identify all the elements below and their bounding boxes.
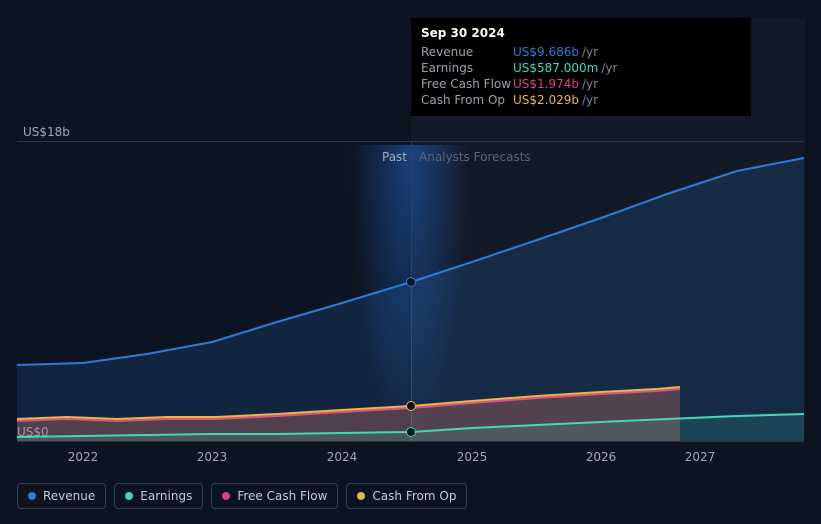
x-axis-tick-label: 2027 (685, 450, 716, 464)
tooltip-metric-unit: /yr (601, 61, 617, 75)
tooltip-row: EarningsUS$587.000m/yr (421, 60, 741, 76)
tooltip-metric-label: Free Cash Flow (421, 77, 513, 91)
series-area-revenue (17, 158, 804, 441)
legend-label: Earnings (140, 489, 192, 503)
legend-label: Free Cash Flow (237, 489, 327, 503)
legend-item-free_cash_flow[interactable]: Free Cash Flow (211, 483, 338, 509)
tooltip-metric-unit: /yr (582, 93, 598, 107)
x-axis-tick-label: 2025 (457, 450, 488, 464)
x-axis-tick-label: 2023 (197, 450, 228, 464)
tooltip-metric-label: Cash From Op (421, 93, 513, 107)
legend-item-revenue[interactable]: Revenue (17, 483, 106, 509)
legend-dot (125, 492, 133, 500)
legend-label: Cash From Op (372, 489, 456, 503)
chart-svg (17, 141, 804, 441)
tooltip-row: RevenueUS$9.686b/yr (421, 44, 741, 60)
tooltip-metric-value: US$2.029b (513, 93, 579, 107)
tooltip-metric-value: US$1.974b (513, 77, 579, 91)
tooltip-row: Cash From OpUS$2.029b/yr (421, 92, 741, 108)
legend-dot (357, 492, 365, 500)
tooltip-date: Sep 30 2024 (421, 26, 741, 40)
legend: Revenue Earnings Free Cash Flow Cash From O… (17, 483, 467, 509)
legend-dot (222, 492, 230, 500)
legend-label: Revenue (43, 489, 95, 503)
legend-dot (28, 492, 36, 500)
tooltip-metric-value: US$9.686b (513, 45, 579, 59)
x-axis-line (17, 441, 804, 442)
tooltip-metric-unit: /yr (582, 77, 598, 91)
tooltip: Sep 30 2024 RevenueUS$9.686b/yrEarningsU… (411, 18, 751, 116)
x-axis-tick-label: 2022 (68, 450, 99, 464)
tooltip-metric-value: US$587.000m (513, 61, 598, 75)
x-axis-tick-label: 2026 (586, 450, 617, 464)
series-marker (406, 277, 416, 287)
series-marker (406, 401, 416, 411)
legend-item-earnings[interactable]: Earnings (114, 483, 203, 509)
tooltip-metric-label: Earnings (421, 61, 513, 75)
series-marker (406, 427, 416, 437)
tooltip-row: Free Cash FlowUS$1.974b/yr (421, 76, 741, 92)
tooltip-metric-label: Revenue (421, 45, 513, 59)
tooltip-metric-unit: /yr (582, 45, 598, 59)
legend-item-cash_from_op[interactable]: Cash From Op (346, 483, 467, 509)
x-axis-tick-label: 2024 (327, 450, 358, 464)
y-axis-label-top: US$18b (23, 125, 70, 139)
